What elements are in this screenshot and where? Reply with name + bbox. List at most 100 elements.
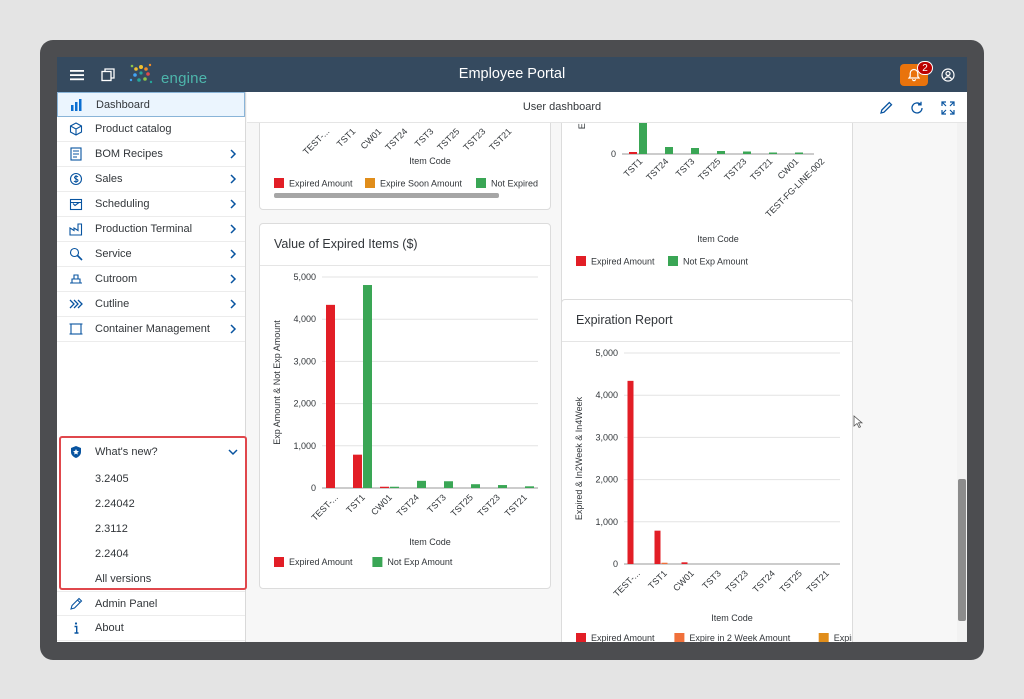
version-link-3-2405[interactable]: 3.2405 — [95, 473, 129, 485]
x-tick-test: TEST-... — [301, 126, 331, 156]
sidebar-item-label: BOM Recipes — [95, 148, 163, 160]
legend-swatch-expire — [818, 633, 829, 642]
copy-windows-icon[interactable] — [97, 64, 119, 86]
wrench-icon — [69, 247, 83, 261]
bar-expired-amount-test[interactable] — [326, 304, 335, 488]
legend-not-expired[interactable]: Not Expired — [491, 179, 538, 189]
user-avatar-icon[interactable] — [937, 64, 959, 86]
hamburger-menu-icon[interactable] — [66, 64, 88, 86]
sidebar-item-bom-recipes[interactable]: BOM Recipes — [57, 142, 245, 167]
card-header-divider — [260, 265, 550, 266]
sidebar-item-label: Cutroom — [95, 273, 138, 285]
badge-star-icon — [69, 445, 83, 459]
legend-not-exp[interactable]: Not Exp Amount — [683, 257, 749, 267]
bar-expired-amount-cw01[interactable] — [681, 562, 688, 564]
bar-not-exp-amount-tst3[interactable] — [444, 481, 453, 488]
version-link-2-2404[interactable]: 2.2404 — [95, 548, 129, 560]
bar-not-exp-amount-tst21[interactable] — [525, 486, 534, 488]
sidebar-item-cutroom[interactable]: Cutroom — [57, 267, 245, 292]
legend-expire-soon[interactable]: Expire Soon Amount — [380, 179, 463, 189]
y-tick-label: 4,000 — [595, 390, 618, 400]
legend-swatch-expire-soon — [365, 178, 375, 188]
legend-expire[interactable]: Expire — [834, 633, 853, 642]
x-tick-test: TEST-... — [309, 492, 339, 522]
bar-notexp-tst24[interactable] — [665, 147, 673, 154]
version-link-2-24042[interactable]: 2.24042 — [95, 498, 135, 510]
all-versions-link[interactable]: All versions — [95, 573, 152, 585]
x-tick-tst23: TST23 — [722, 156, 748, 182]
sidebar-item-dashboard[interactable]: Dashboard — [57, 92, 245, 117]
bar-not-exp-amount-tst23[interactable] — [498, 485, 507, 488]
x-tick-tst21: TST21 — [503, 492, 529, 518]
x-axis-label: Item Code — [697, 234, 739, 244]
x-tick-tst24: TST24 — [644, 156, 670, 182]
page-toolbar: User dashboard — [247, 92, 967, 123]
sidebar-item-about[interactable]: About — [57, 616, 245, 641]
version-link-2-3112[interactable]: 2.3112 — [95, 523, 128, 535]
x-tick-cw01: CW01 — [776, 156, 801, 181]
chevron-right-icon — [230, 249, 237, 259]
legend-expired-amount[interactable]: Expired Amount — [591, 633, 655, 642]
x-tick-cw01: CW01 — [369, 492, 394, 517]
bar-expired-amount-tst1[interactable] — [353, 454, 362, 488]
content-scrollbar-track[interactable] — [957, 123, 967, 642]
sidebar-item-container-management[interactable]: Container Management — [57, 317, 245, 342]
whats-new-toggle[interactable]: What's new? — [60, 440, 246, 465]
calendar-icon — [69, 197, 83, 211]
bar-notexp-cw01[interactable] — [795, 152, 803, 155]
fullscreen-icon[interactable] — [940, 100, 956, 116]
bar-expired-amount-cw01[interactable] — [380, 486, 389, 488]
recipe-icon — [69, 147, 83, 161]
sidebar-item-production-terminal[interactable]: Production Terminal — [57, 217, 245, 242]
sidebar-item-product-catalog[interactable]: Product catalog — [57, 117, 245, 142]
legend-scrollbar[interactable] — [274, 193, 499, 198]
x-axis-label: Item Code — [409, 156, 451, 166]
engine-logo-icon — [125, 59, 157, 89]
chevron-right-icon — [230, 324, 237, 334]
sidebar-item-label: Service — [95, 248, 132, 260]
bar-expired-amount-test[interactable] — [627, 380, 634, 564]
bar-notexp-tst25[interactable] — [717, 151, 725, 154]
chevron-right-icon — [230, 299, 237, 309]
bar-expire-in-2-week-amount-tst1[interactable] — [661, 562, 668, 564]
sidebar-item-label: Container Management — [95, 323, 210, 335]
x-tick-tst3: TST3 — [700, 568, 723, 591]
legend-expired[interactable]: Expired Amount — [289, 179, 353, 189]
bar-notexp-tst23[interactable] — [743, 151, 751, 155]
bar-not-exp-amount-tst24[interactable] — [417, 480, 426, 488]
legend-swatch-not-exp — [668, 256, 678, 266]
bar-notexp-tst1[interactable] — [639, 123, 647, 154]
y-tick-label: 2,000 — [293, 399, 316, 409]
legend-not-exp-amount[interactable]: Not Exp Amount — [387, 557, 453, 567]
legend-expire-in-2-week-amount[interactable]: Expire in 2 Week Amount — [689, 633, 790, 642]
sidebar-item-service[interactable]: Service — [57, 242, 245, 267]
bar-expired-amount-tst1[interactable] — [654, 530, 661, 564]
legend-expired[interactable]: Expired Amount — [591, 257, 655, 267]
y-axis-label: Ex — [577, 123, 587, 129]
content-scrollbar-thumb[interactable] — [958, 479, 966, 621]
sidebar-item-label: Scheduling — [95, 198, 150, 210]
x-tick-tst24: TST24 — [395, 492, 421, 518]
sidebar-item-cutline[interactable]: Cutline — [57, 292, 245, 317]
bar-notexp-tst3[interactable] — [691, 148, 699, 154]
card-top-right: Ex 0 TST1 TST24 TST3 TST25 TST23 TST21 CW01 TES… — [561, 123, 853, 310]
card-title: Expiration Report — [576, 313, 673, 327]
bar-notexp-tst21[interactable] — [769, 152, 777, 155]
legend-expired-amount[interactable]: Expired Amount — [289, 557, 353, 567]
refresh-icon[interactable] — [909, 100, 925, 116]
chevron-right-icon — [230, 199, 237, 209]
sidebar-item-sales[interactable]: Sales — [57, 167, 245, 192]
bar-expired-tst1[interactable] — [629, 152, 637, 154]
sidebar-item-admin-panel[interactable]: Admin Panel — [57, 591, 245, 616]
bar-not-exp-amount-tst25[interactable] — [471, 484, 480, 488]
sidebar-item-scheduling[interactable]: Scheduling — [57, 192, 245, 217]
edit-pencil-icon[interactable] — [878, 100, 894, 116]
x-tick-tst23: TST23 — [724, 568, 750, 594]
legend-swatch-not-expired — [476, 178, 486, 188]
value-expired-chart: 0 1,000 2,000 3,000 4,000 5,000 Exp Amount & N… — [272, 272, 538, 567]
bar-not-exp-amount-tst1[interactable] — [363, 285, 372, 488]
x-axis-label: Item Code — [711, 613, 753, 623]
x-tick-tst3: TST3 — [425, 492, 448, 515]
bar-not-exp-amount-cw01[interactable] — [390, 486, 399, 488]
x-tick-tst24: TST24 — [383, 126, 409, 152]
